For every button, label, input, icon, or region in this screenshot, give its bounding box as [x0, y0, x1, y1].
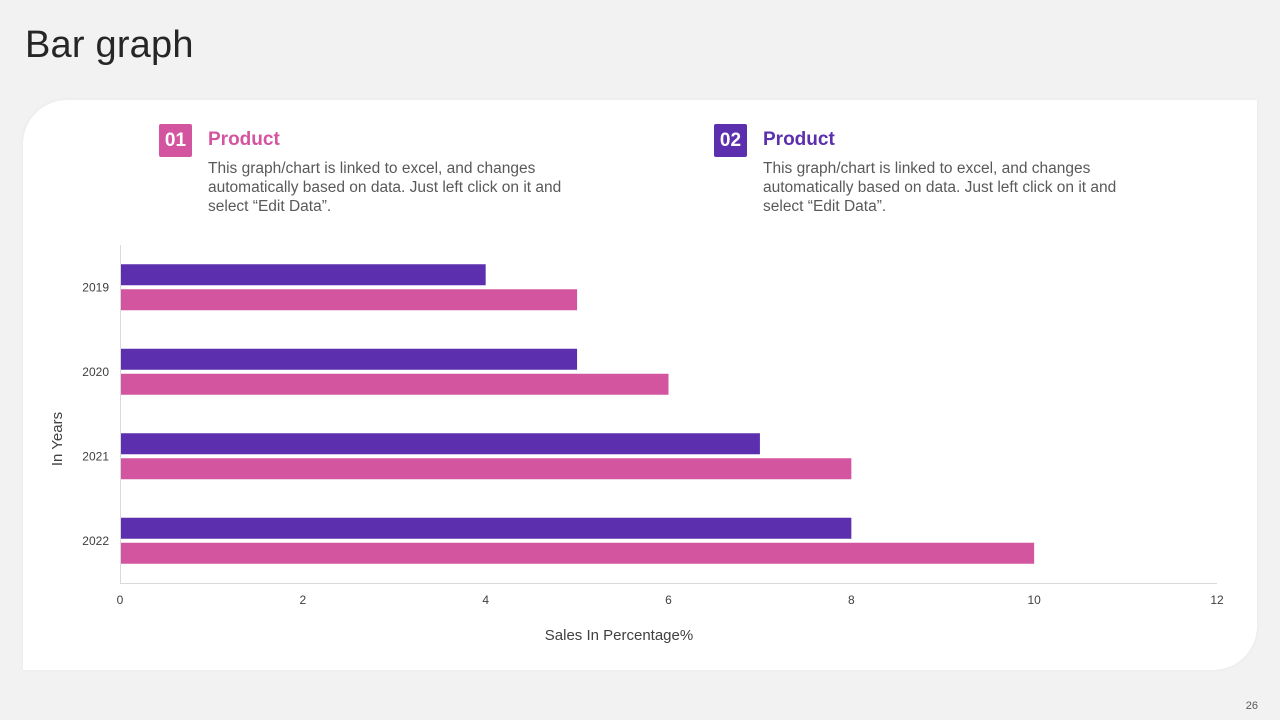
bar-2021-series-1[interactable] [121, 433, 760, 455]
bar-2022-series-2[interactable] [121, 542, 1035, 564]
x-tick-label-4: 4 [482, 593, 489, 607]
y-axis-title: In Years [49, 412, 66, 466]
bar-2019-series-2[interactable] [121, 289, 578, 311]
page-number: 26 [1245, 700, 1258, 712]
bar-2022-series-1[interactable] [121, 517, 852, 539]
legend-description-1: This graph/chart is linked to excel, and… [208, 160, 562, 215]
y-tick-label-2021: 2021 [82, 449, 109, 463]
bar-2021-series-2[interactable] [121, 458, 852, 480]
x-tick-label-2: 2 [299, 593, 306, 607]
y-tick-label-2019: 2019 [82, 280, 109, 294]
x-tick-label-0: 0 [117, 593, 124, 607]
legend-title-1: Product [208, 129, 280, 150]
x-tick-label-6: 6 [665, 593, 672, 607]
slide-title: Bar graph [25, 24, 194, 66]
y-tick-label-2022: 2022 [82, 534, 109, 548]
x-axis-title: Sales In Percentage% [545, 627, 693, 644]
bar-2020-series-2[interactable] [121, 373, 669, 395]
x-tick-label-8: 8 [848, 593, 855, 607]
y-tick-label-2020: 2020 [82, 365, 109, 379]
bars-group [121, 264, 1035, 564]
x-tick-label-10: 10 [1027, 593, 1041, 607]
ticks-group: 2019 2020 2021 2022 0 2 4 6 8 10 12 [82, 280, 1224, 607]
legend-badge-2: 02 [714, 124, 747, 157]
legend-title-2: Product [763, 129, 835, 150]
bar-2020-series-1[interactable] [121, 348, 578, 370]
bar-2019-series-1[interactable] [121, 264, 486, 286]
legend-description-2: This graph/chart is linked to excel, and… [763, 160, 1117, 215]
legend-badge-1: 01 [159, 124, 192, 157]
x-tick-label-12: 12 [1210, 593, 1224, 607]
